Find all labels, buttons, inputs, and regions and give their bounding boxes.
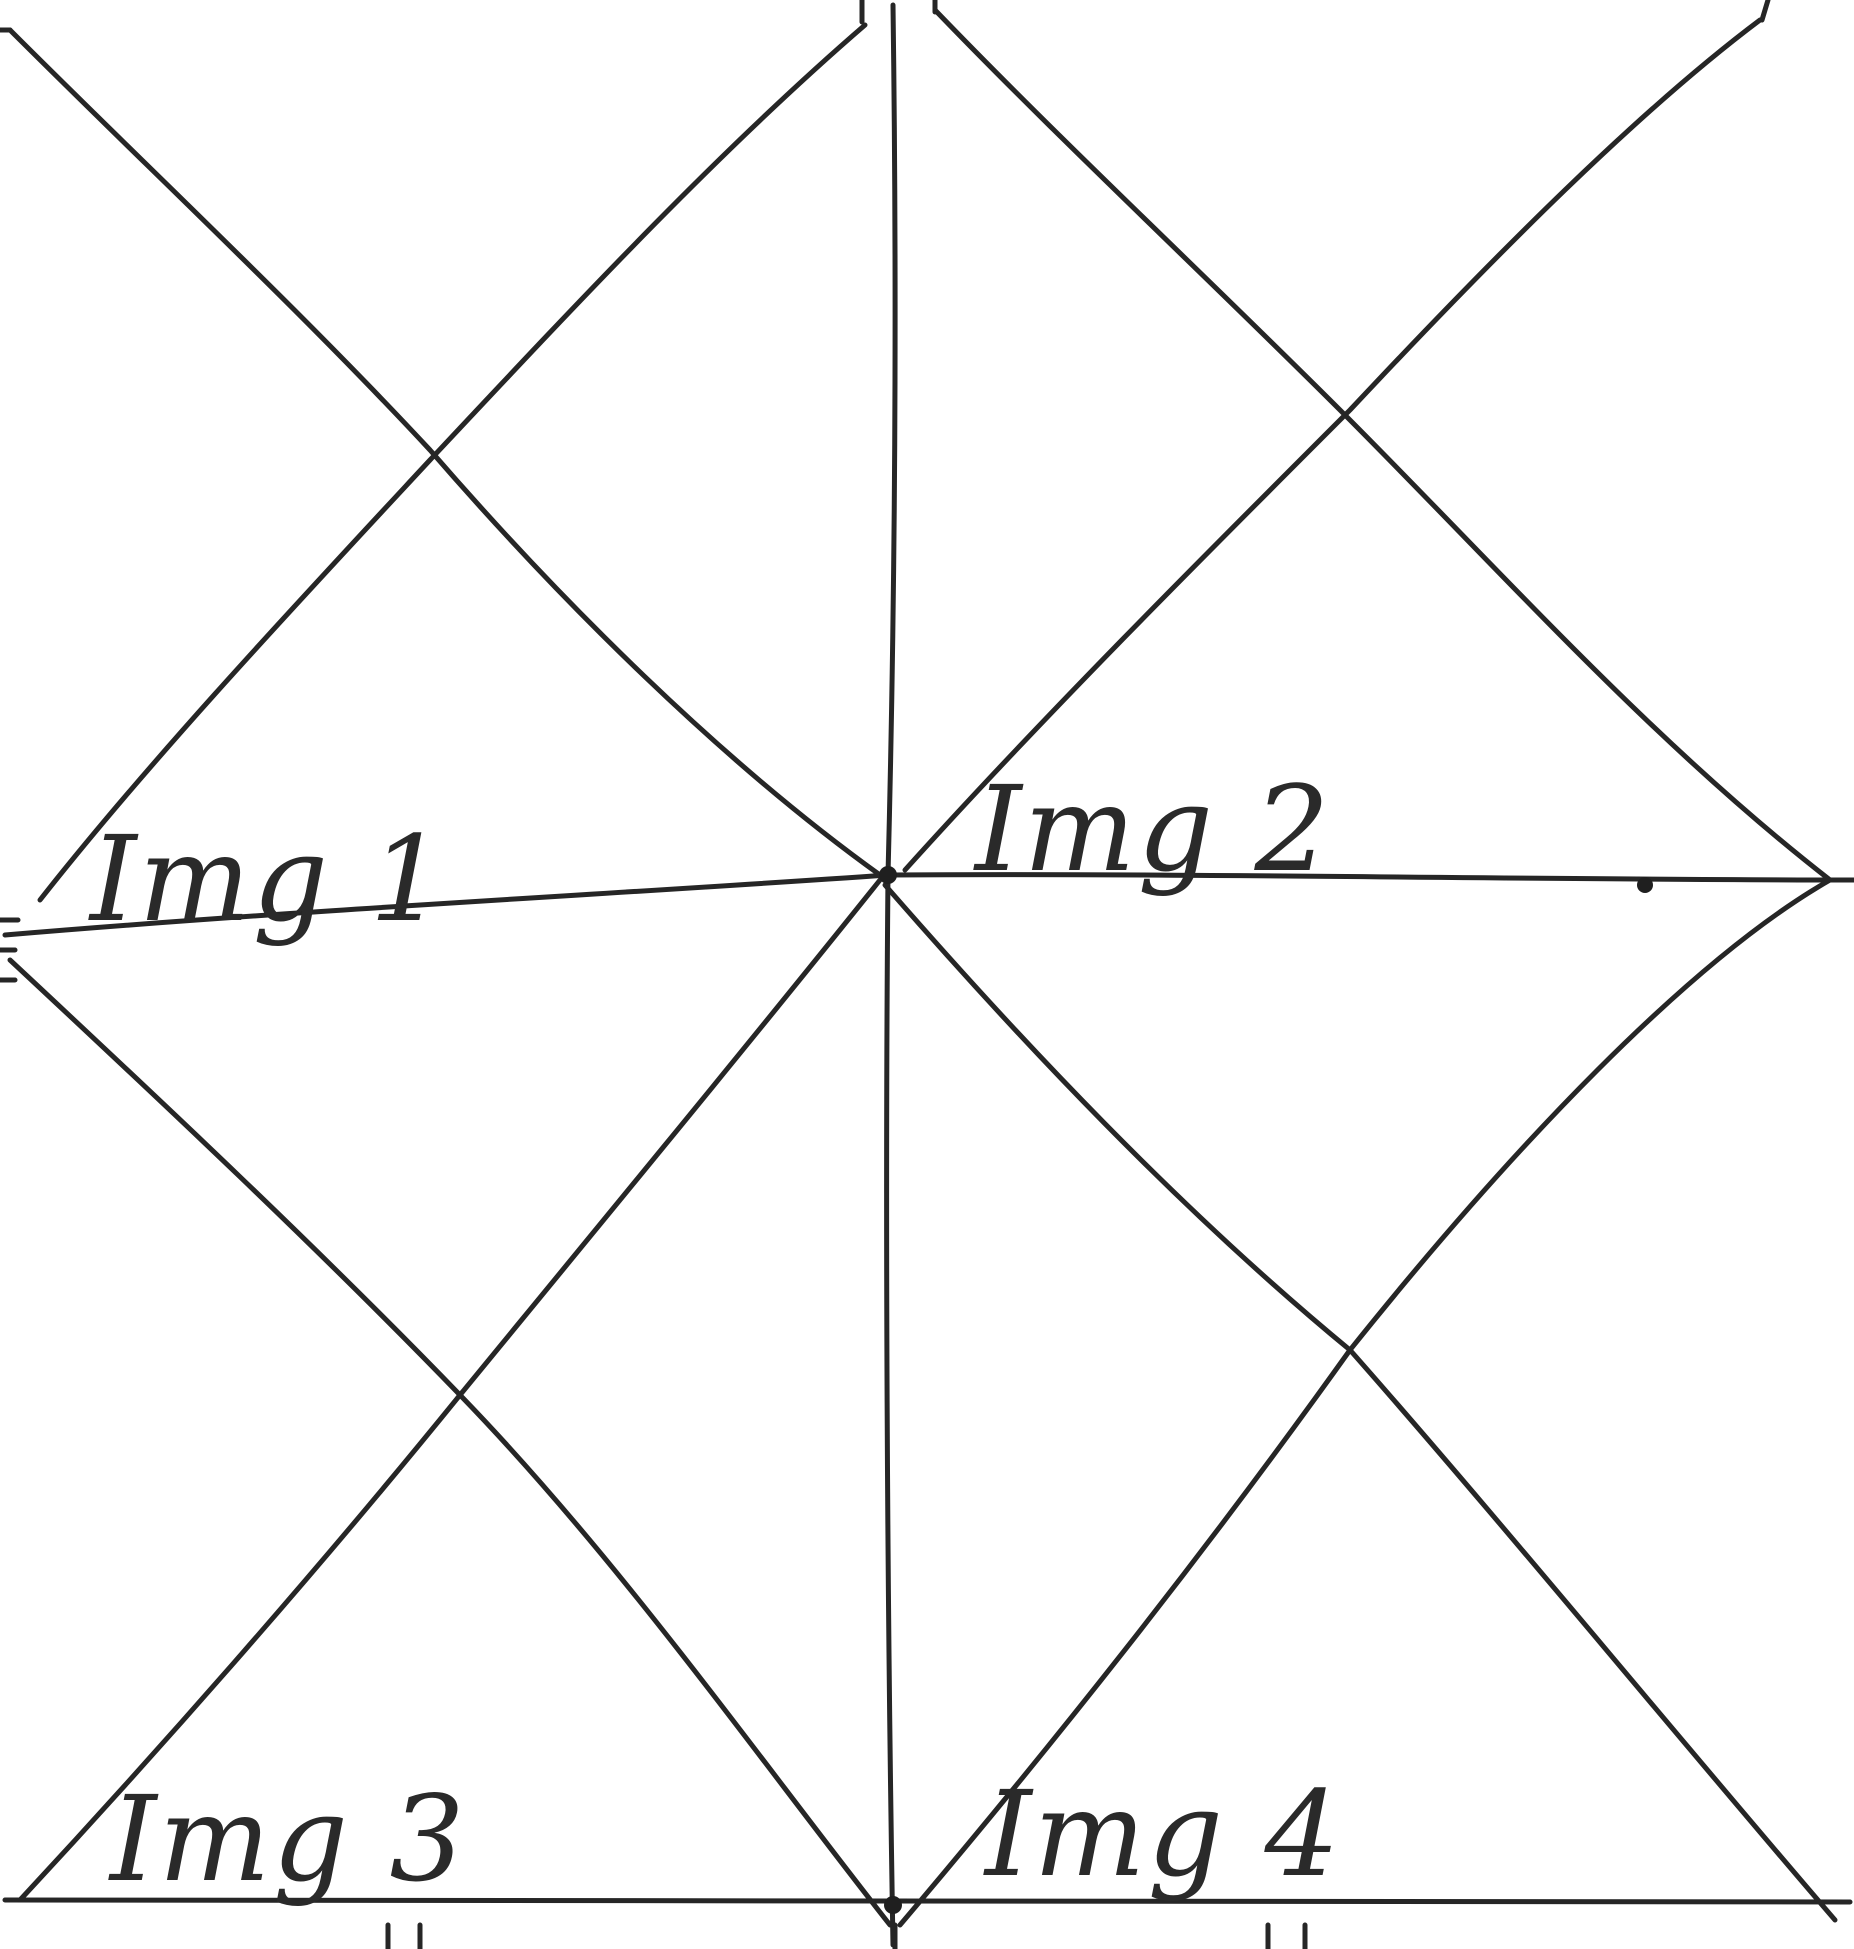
diagonal-line-left-up	[37, 22, 868, 903]
vertical-center-line	[884, 2, 898, 1948]
diagonal-line-lower-left-up	[17, 877, 883, 1903]
edge-mark-right-top	[1759, 0, 1771, 23]
center-intersection-dot	[879, 866, 897, 884]
diagonal-line-lower-right-up	[897, 877, 1833, 1928]
label-img3: Img 3	[108, 1770, 467, 1908]
label-img1: Img 1	[88, 810, 447, 948]
label-img2: Img 2	[973, 760, 1332, 898]
edge-mark-bottom-stubs	[385, 1922, 1308, 1949]
right-line-dot	[1637, 877, 1653, 893]
label-img4: Img 4	[983, 1765, 1342, 1903]
bottom-center-dot	[884, 1896, 902, 1914]
horizontal-bottom-line	[2, 1897, 1853, 1905]
diagonal-line-left-down	[7, 27, 883, 878]
edge-mark-left-middle	[0, 917, 21, 983]
diagonal-line-right-down	[932, 7, 1833, 883]
diagonal-line-right-up	[902, 17, 1763, 873]
